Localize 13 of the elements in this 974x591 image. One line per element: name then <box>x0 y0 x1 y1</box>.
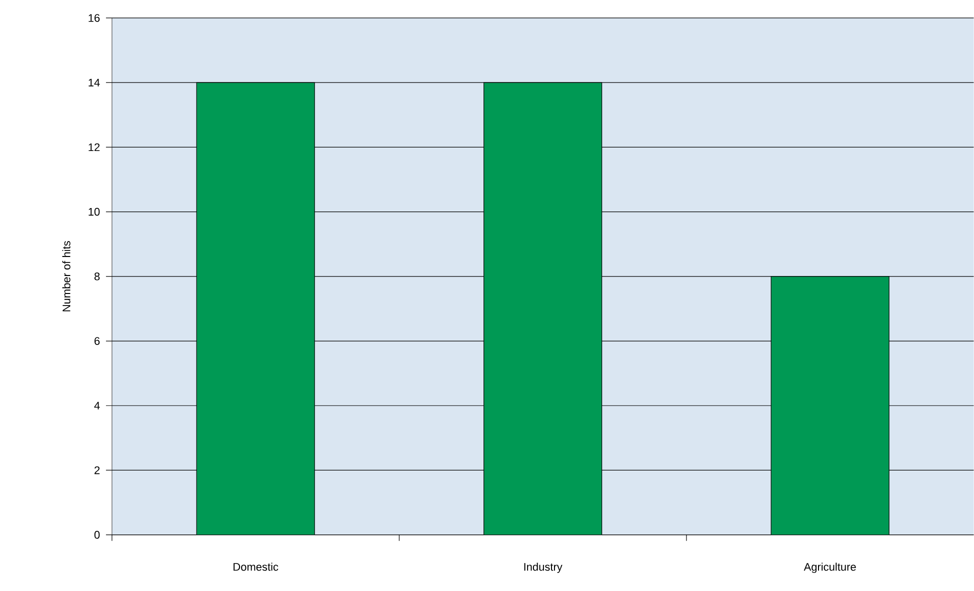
y-tick-label: 6 <box>94 337 100 346</box>
y-tick-label: 10 <box>88 208 100 216</box>
y-tick-label: 16 <box>88 14 100 22</box>
y-tick-label: 0 <box>94 531 100 539</box>
y-tick-label: 4 <box>94 402 100 410</box>
y-tick-label: 14 <box>88 78 100 86</box>
y-tick-label: 8 <box>94 272 100 280</box>
x-tick-label: Domestic <box>234 562 278 571</box>
y-axis-title: Number of hits <box>62 241 70 312</box>
y-tick-label: 2 <box>94 466 100 474</box>
x-tick-label: Agriculture <box>804 562 856 574</box>
y-tick-label: 12 <box>88 143 100 152</box>
x-tick-label: Industry <box>524 562 562 574</box>
